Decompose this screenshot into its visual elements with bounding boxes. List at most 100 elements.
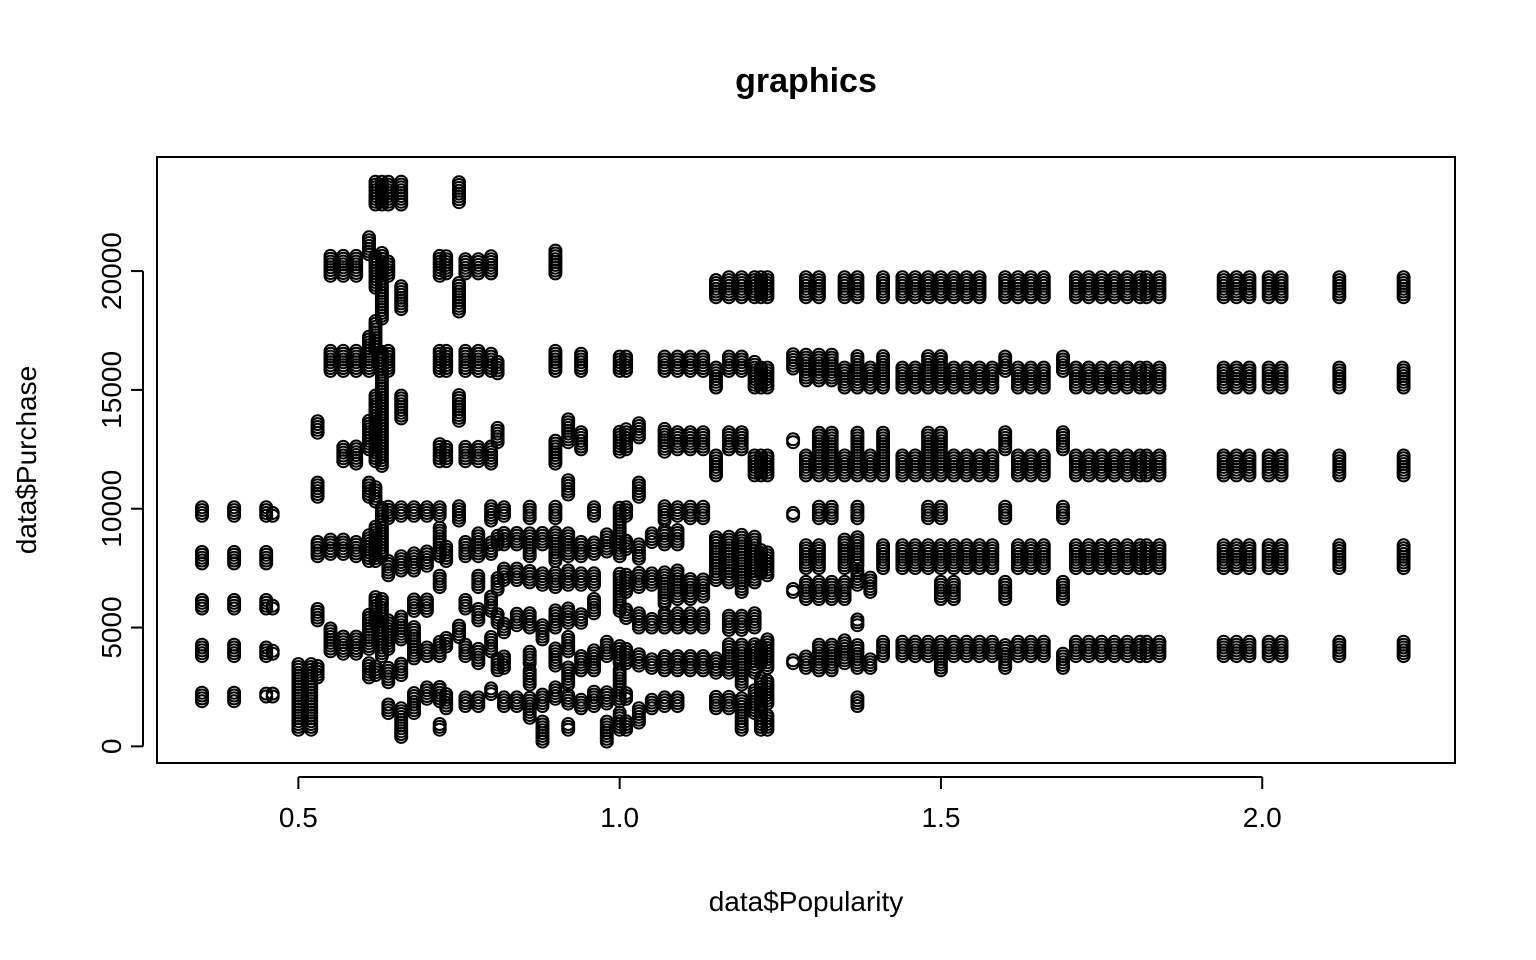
data-point (561, 563, 576, 578)
data-point (1056, 425, 1070, 440)
data-point (1036, 634, 1051, 649)
data-point (484, 681, 499, 696)
data-point (1242, 538, 1257, 553)
data-point (548, 343, 563, 358)
data-point (227, 500, 242, 515)
data-point (561, 630, 576, 644)
data-point (1152, 448, 1167, 463)
data-point (1274, 360, 1289, 375)
data-point (696, 606, 711, 621)
data-point (1332, 360, 1347, 375)
data-point (323, 621, 338, 636)
data-point (1396, 360, 1411, 375)
data-point (394, 174, 409, 189)
data-point (696, 499, 711, 514)
data-point (998, 499, 1013, 514)
data-point (195, 593, 209, 607)
data-point (998, 349, 1013, 364)
data-point (876, 538, 891, 553)
data-point (439, 687, 454, 702)
data-point (419, 592, 434, 607)
data-point (876, 270, 891, 285)
data-point (362, 230, 376, 245)
data-point (824, 425, 839, 440)
data-point (985, 448, 1000, 463)
data-point (509, 561, 524, 576)
data-point (484, 249, 499, 264)
data-point (439, 343, 454, 358)
data-point (619, 641, 634, 656)
data-point (747, 529, 762, 544)
data-point (490, 420, 505, 435)
data-point (1056, 574, 1070, 589)
data-point (876, 349, 891, 364)
data-point (432, 500, 447, 515)
data-point (265, 506, 280, 520)
data-point (1332, 538, 1347, 553)
data-point (747, 606, 762, 621)
data-point (381, 343, 396, 358)
data-point (786, 582, 801, 596)
data-point (734, 527, 749, 542)
data-point (1152, 538, 1167, 553)
data-point (1036, 270, 1051, 285)
data-point (1152, 360, 1167, 375)
data-point (458, 637, 473, 652)
data-point (394, 609, 409, 624)
data-point (195, 500, 209, 515)
data-point (631, 416, 646, 431)
data-point (734, 349, 749, 364)
data-point (998, 574, 1013, 589)
data-point (1056, 349, 1070, 364)
data-point (458, 593, 473, 607)
data-point (195, 685, 209, 700)
data-point (1396, 634, 1411, 649)
data-point (850, 499, 865, 514)
data-point (933, 499, 948, 514)
data-point (471, 690, 486, 705)
data-point (227, 545, 242, 559)
data-point (195, 637, 209, 652)
data-point (734, 425, 749, 440)
y-tick-label: 10000 (96, 470, 127, 548)
data-point (548, 243, 563, 258)
data-point (876, 425, 891, 440)
data-point (863, 570, 878, 585)
data-point (471, 568, 486, 583)
data-point (619, 533, 634, 548)
data-point (657, 421, 672, 436)
data-point (490, 354, 505, 369)
data-point (1152, 634, 1167, 649)
data-point (850, 530, 865, 545)
data-point (310, 659, 325, 673)
data-point (760, 545, 775, 560)
data-point (760, 270, 775, 285)
data-point (227, 593, 242, 607)
data-point (619, 602, 634, 617)
data-point (471, 526, 486, 541)
data-point (432, 717, 447, 731)
y-axis-label: data$Purchase (11, 366, 42, 554)
data-point (561, 412, 576, 427)
data-point (850, 612, 865, 627)
data-point (471, 343, 486, 358)
data-point (535, 687, 550, 702)
x-tick-label: 0.5 (279, 802, 318, 833)
data-point (670, 523, 685, 538)
data-point (811, 270, 826, 285)
data-point (619, 686, 634, 701)
data-point (1396, 270, 1411, 285)
data-point (452, 499, 466, 514)
data-point (259, 686, 274, 701)
data-point (876, 634, 891, 649)
data-point (933, 349, 948, 364)
data-point (619, 500, 634, 515)
data-point (561, 688, 576, 702)
data-point (946, 574, 961, 589)
data-point (850, 425, 865, 440)
data-point (709, 448, 723, 463)
data-point (432, 568, 447, 583)
data-point (374, 592, 389, 606)
data-point (587, 500, 601, 515)
